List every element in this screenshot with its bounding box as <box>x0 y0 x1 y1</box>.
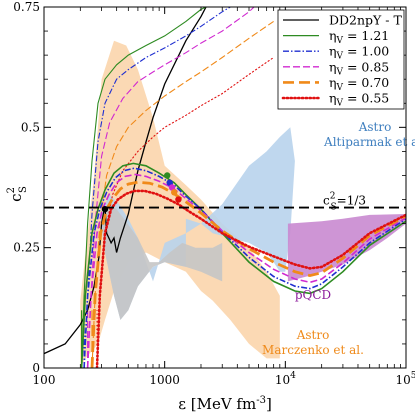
series-line-7 <box>83 167 406 368</box>
band-label-altiparmak-1: Altiparmak et al. <box>323 135 415 149</box>
y-tick-label-1: 0.25 <box>13 241 40 255</box>
band-label-altiparmak-0: Astro <box>358 120 392 134</box>
x-tick-label-3: 105 <box>395 371 415 387</box>
band-label-marczenko-0: Astro <box>296 328 330 342</box>
legend-label-2: ηV = 1.00 <box>329 44 389 62</box>
band-2 <box>101 204 223 320</box>
legend-label-1: ηV = 1.21 <box>329 28 389 46</box>
series-line-5 <box>96 56 275 368</box>
x-tick-label-0: 100 <box>33 373 56 387</box>
marker-3 <box>171 189 178 196</box>
marker-0 <box>164 172 171 179</box>
legend-label-5: ηV = 0.55 <box>329 91 389 109</box>
band-label-marczenko-1: Marczenko et al. <box>262 343 364 357</box>
y-tick-label-2: 0.5 <box>21 120 40 134</box>
plot-frame <box>43 6 407 369</box>
band-label-pqcd-0: pQCD <box>295 288 331 302</box>
series-line-8 <box>86 173 406 368</box>
legend-label-3: ηV = 0.85 <box>329 59 389 77</box>
series-line-2 <box>83 7 231 368</box>
x-axis-label: ε [MeV fm-3] <box>178 395 272 413</box>
marker-5 <box>101 205 109 213</box>
series-line-1 <box>81 7 207 368</box>
y-tick-label-3: 0.75 <box>13 0 40 14</box>
series-line-6 <box>80 162 406 368</box>
marker-2 <box>168 184 176 191</box>
legend-label-0: DD2npY - T <box>329 13 402 28</box>
marker-4 <box>175 196 182 203</box>
y-axis-label: c2S <box>6 186 29 202</box>
marker-1 <box>166 179 173 186</box>
series-line-3 <box>87 7 255 368</box>
marker-layer <box>101 172 182 213</box>
x-tick-label-2: 104 <box>275 371 296 387</box>
y-tick-label-0: 0 <box>32 361 40 375</box>
legend-label-4: ηV = 0.70 <box>329 75 389 93</box>
reference-line-label: c2 S=1/3 <box>323 192 366 213</box>
legend-box <box>277 9 405 110</box>
x-tick-label-1: 1000 <box>149 373 180 387</box>
